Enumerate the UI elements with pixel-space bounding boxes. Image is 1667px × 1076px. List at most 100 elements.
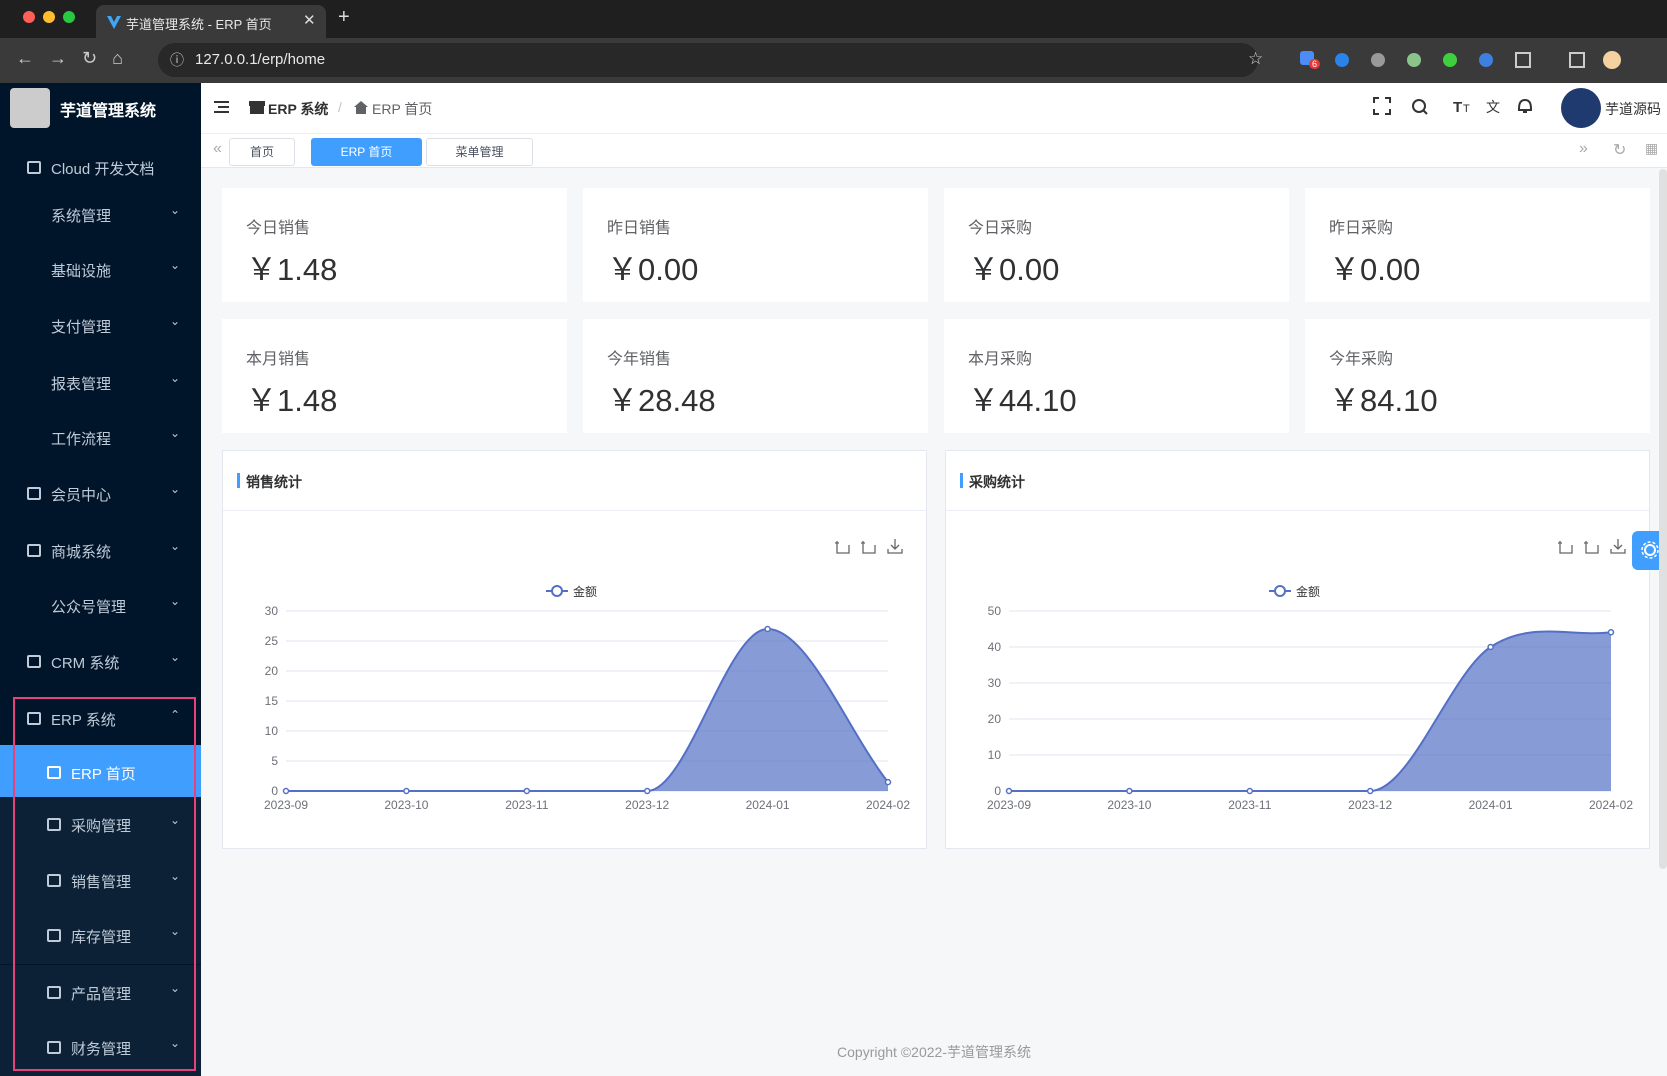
menu-item[interactable]: 产品管理 ⌄: [0, 965, 201, 1021]
menu-item[interactable]: ERP 首页: [0, 745, 201, 801]
menu-label: 商城系统: [51, 544, 112, 561]
stat-label: 本月采购: [968, 351, 1033, 368]
menu-item[interactable]: 采购管理 ⌄: [0, 797, 201, 853]
footer: Copyright ©2022-芋道管理系统: [837, 1044, 1031, 1060]
menu-item[interactable]: 报表管理 ⌄: [0, 355, 201, 411]
stat-label: 今年采购: [1329, 351, 1394, 368]
x-tick-label: 2023-10: [384, 798, 428, 812]
svg-text:T: T: [1453, 99, 1462, 116]
logo: [10, 88, 50, 128]
y-tick-label: 5: [271, 754, 278, 768]
menu-label: 销售管理: [71, 874, 132, 891]
menu-icon: [47, 1041, 61, 1054]
url-field[interactable]: ⓘ 127.0.0.1/erp/home ☆: [158, 43, 1263, 77]
tab[interactable]: 首页: [229, 138, 295, 166]
menu-arrow: ⌄: [170, 371, 181, 385]
tab[interactable]: 菜单管理: [426, 138, 533, 166]
y-tick-label: 10: [265, 724, 279, 738]
menu-item[interactable]: 支付管理 ⌄: [0, 298, 201, 354]
stat-value: ￥0.00: [968, 252, 1060, 287]
chart: 0 5 10 15 20 25 30 2023-09 2023-10 2023-11 2023-12…: [264, 539, 910, 812]
menu-icon: [27, 487, 41, 500]
menu-icon: [47, 874, 61, 887]
toolbox-icon[interactable]: [861, 541, 876, 554]
menu-item[interactable]: ERP 系统 ⌄: [0, 691, 201, 747]
menu-label: 采购管理: [71, 818, 132, 835]
x-tick-label: 2023-12: [1348, 798, 1392, 812]
panel-divider: [946, 510, 1649, 511]
stat-value: ￥0.00: [607, 252, 699, 287]
panel-title: 销售统计: [246, 474, 302, 490]
menu-label: 库存管理: [71, 929, 132, 946]
menu-item[interactable]: 销售管理 ⌄: [0, 853, 201, 909]
chart-panel: 采购统计 0 10 20 30 40 50 2023-09 2023-10 2023-11 2023…: [945, 450, 1650, 849]
x-tick-label: 2023-11: [505, 798, 548, 812]
menu-item[interactable]: 工作流程 ⌄: [0, 410, 201, 466]
legend-marker: [1274, 585, 1286, 597]
window-controls: [23, 11, 75, 23]
y-tick-label: 20: [265, 664, 279, 678]
toolbox-icon[interactable]: [1558, 541, 1573, 554]
menu-label: Cloud 开发文档: [51, 161, 155, 178]
stat-label: 今日采购: [968, 220, 1033, 237]
menu-item[interactable]: 财务管理 ⌄: [0, 1020, 201, 1076]
point: [1126, 787, 1133, 795]
menu-icon: [47, 766, 61, 779]
x-tick-label: 2023-10: [1107, 798, 1151, 812]
menu-icon: [27, 712, 41, 725]
active-tab[interactable]: 芋道管理系统 - ERP 首页 ✕: [96, 5, 326, 38]
menu-arrow: ⌄: [170, 426, 181, 440]
menu-item[interactable]: 公众号管理 ⌄: [0, 578, 201, 634]
breadcrumb-item[interactable]: ERP 系统: [268, 101, 329, 117]
stat-value: ￥28.48: [607, 383, 716, 418]
y-tick-label: 0: [994, 784, 1001, 798]
menu-label: ERP 系统: [51, 712, 116, 729]
x-tick-label: 2023-09: [987, 798, 1031, 812]
point: [1005, 787, 1013, 795]
toolbox-icon[interactable]: [887, 539, 903, 554]
menu-item[interactable]: CRM 系统 ⌄: [0, 634, 201, 690]
legend-marker: [551, 585, 563, 597]
avatar[interactable]: [1561, 88, 1601, 128]
browser-tab-bar: 芋道管理系统 - ERP 首页 ✕ +: [0, 0, 1667, 38]
menu-icon: [27, 161, 41, 174]
menu-icon: [27, 544, 41, 557]
extensions: [1335, 51, 1621, 69]
menu-arrow: ⌄: [170, 258, 181, 272]
x-tick-label: 2023-09: [264, 798, 308, 812]
menu-label: 工作流程: [51, 431, 112, 448]
stat-card: 今年销售 ￥28.48: [583, 319, 928, 433]
line: [1009, 630, 1612, 792]
menu-arrow: ⌄: [170, 482, 181, 496]
menu-item[interactable]: Cloud 开发文档: [0, 140, 201, 196]
stat-value: ￥1.48: [246, 252, 338, 287]
new-tab[interactable]: +: [338, 6, 350, 28]
menu-arrow: ⌄: [170, 869, 181, 883]
menu-label: 产品管理: [71, 986, 132, 1003]
stat-card: 今日销售 ￥1.48: [222, 188, 567, 302]
toolbox-icon[interactable]: [1584, 541, 1599, 554]
stat-label: 昨日销售: [607, 220, 672, 237]
extension[interactable]: 6: [1300, 49, 1324, 71]
menu-item[interactable]: 基础设施 ⌄: [0, 242, 201, 298]
tabs-bar: « » ↻ ▦ 首页 ERP 首页 菜单管理: [201, 134, 1667, 168]
chart: 0 10 20 30 40 50 2023-09 2023-10 2023-11 2023-12 2…: [987, 539, 1633, 812]
menu-item[interactable]: 库存管理 ⌄: [0, 908, 201, 964]
toolbox-icon[interactable]: [835, 541, 850, 554]
tab[interactable]: ERP 首页: [311, 138, 422, 166]
toolbox-icon[interactable]: [1610, 539, 1626, 554]
point: [1246, 787, 1254, 795]
brand: 芋道管理系统: [60, 103, 157, 120]
menu-label: 支付管理: [51, 319, 112, 336]
menu-item[interactable]: 会员中心 ⌄: [0, 466, 201, 522]
badge: 6: [1309, 59, 1321, 69]
menu-label: 会员中心: [51, 487, 112, 504]
menu-arrow: ⌄: [170, 981, 181, 995]
menu-label: 公众号管理: [51, 599, 127, 616]
panel-title: 采购统计: [969, 474, 1025, 490]
menu-item[interactable]: 商城系统 ⌄: [0, 523, 201, 579]
menu-item[interactable]: 系统管理 ⌄: [0, 187, 201, 243]
user-name[interactable]: 芋道源码: [1605, 101, 1661, 117]
